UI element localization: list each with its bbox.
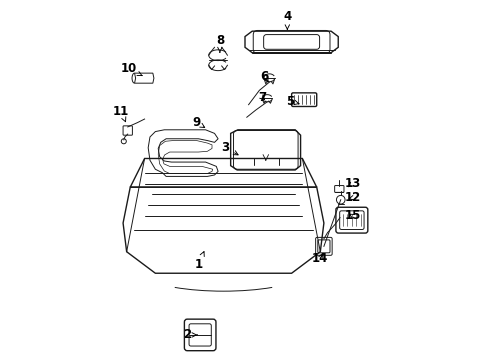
Text: 1: 1 bbox=[195, 252, 204, 271]
Text: 3: 3 bbox=[221, 141, 238, 155]
Text: 9: 9 bbox=[193, 116, 205, 129]
Text: 11: 11 bbox=[113, 105, 129, 122]
Text: 8: 8 bbox=[216, 33, 224, 52]
Text: 10: 10 bbox=[121, 62, 142, 76]
Text: 5: 5 bbox=[286, 95, 299, 108]
Text: 7: 7 bbox=[258, 91, 266, 104]
Text: 13: 13 bbox=[344, 177, 361, 190]
Text: 4: 4 bbox=[283, 10, 292, 29]
Text: 14: 14 bbox=[312, 252, 328, 265]
Text: 6: 6 bbox=[261, 69, 269, 82]
Text: 2: 2 bbox=[184, 328, 197, 341]
Text: 12: 12 bbox=[344, 192, 361, 204]
Text: 15: 15 bbox=[344, 210, 361, 222]
